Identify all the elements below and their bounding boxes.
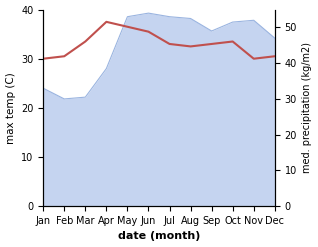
Y-axis label: max temp (C): max temp (C) (5, 72, 16, 144)
Y-axis label: med. precipitation (kg/m2): med. precipitation (kg/m2) (302, 42, 313, 173)
X-axis label: date (month): date (month) (118, 231, 200, 242)
